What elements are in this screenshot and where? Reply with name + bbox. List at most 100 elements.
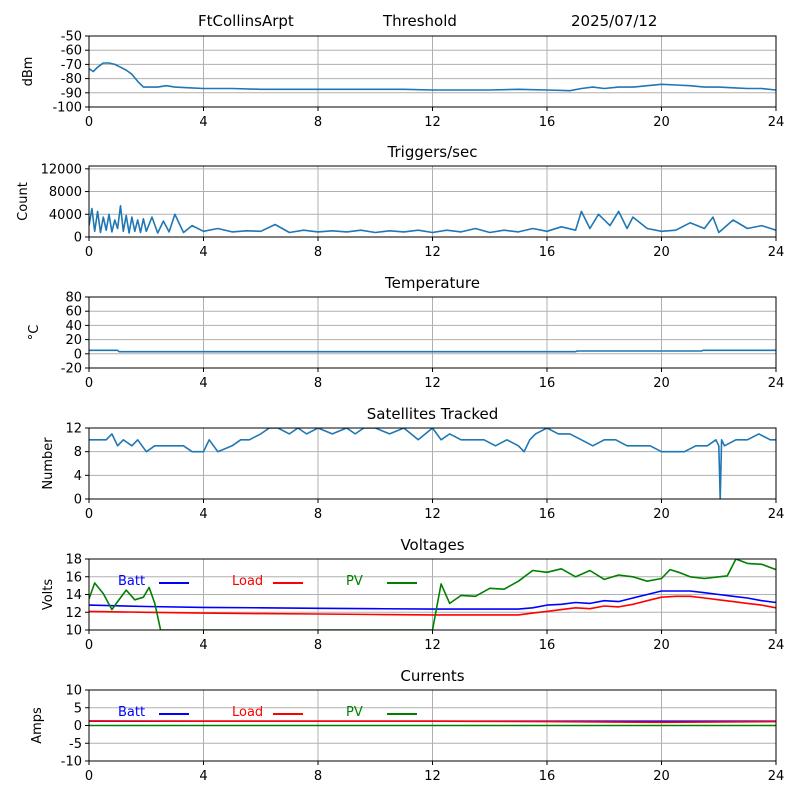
temperature-ytick-label: 40 bbox=[65, 319, 82, 334]
triggers-ylabel: Count bbox=[16, 182, 31, 221]
voltages-xtick-label: 12 bbox=[424, 638, 441, 653]
voltages-chart-title: Voltages bbox=[400, 536, 464, 554]
currents-xtick-label: 24 bbox=[768, 769, 785, 784]
voltages-xtick-label: 20 bbox=[653, 638, 670, 653]
triggers-ytick-label: 0 bbox=[74, 231, 82, 246]
temperature-ylabel: °C bbox=[27, 325, 42, 341]
satellites-xtick-label: 4 bbox=[199, 507, 207, 522]
threshold-ytick-label: -70 bbox=[61, 58, 82, 73]
satellites-xtick-label: 12 bbox=[424, 507, 441, 522]
currents-xtick-label: 12 bbox=[424, 769, 441, 784]
threshold-ytick-label: -90 bbox=[61, 86, 82, 101]
currents-series-load-line bbox=[89, 720, 776, 724]
threshold-ytick-label: -80 bbox=[61, 72, 82, 87]
currents-ytick-label: 10 bbox=[65, 684, 82, 699]
triggers-xtick-label: 16 bbox=[539, 245, 556, 260]
temperature-ytick-label: 60 bbox=[65, 305, 82, 320]
satellites-xtick-label: 20 bbox=[653, 507, 670, 522]
voltages-legend-label-batt: Batt bbox=[118, 574, 145, 589]
threshold-ytick-label: -100 bbox=[52, 101, 82, 116]
threshold-xtick-label: 16 bbox=[539, 115, 556, 130]
voltages-xtick-label: 8 bbox=[314, 638, 322, 653]
temperature-ytick-label: 80 bbox=[65, 291, 82, 306]
voltages-xtick-label: 16 bbox=[539, 638, 556, 653]
temperature-xtick-label: 12 bbox=[424, 376, 441, 391]
threshold-xtick-label: 8 bbox=[314, 115, 322, 130]
currents-xtick-label: 4 bbox=[199, 769, 207, 784]
triggers-ytick-label: 8000 bbox=[49, 185, 82, 200]
currents-legend-label-pv: PV bbox=[346, 705, 363, 720]
voltages-series-load-line bbox=[89, 595, 776, 616]
triggers-xtick-label: 24 bbox=[768, 245, 785, 260]
voltages-ytick-label: 18 bbox=[65, 553, 82, 568]
satellites-ytick-label: 12 bbox=[65, 422, 82, 437]
voltages-ytick-label: 16 bbox=[65, 570, 82, 585]
satellites-xtick-label: 0 bbox=[85, 507, 93, 522]
currents-ytick-label: -10 bbox=[61, 755, 82, 770]
currents-ylabel: Amps bbox=[30, 707, 45, 744]
temperature-ytick-label: 20 bbox=[65, 333, 82, 348]
triggers-xtick-label: 8 bbox=[314, 245, 322, 260]
triggers-xtick-label: 12 bbox=[424, 245, 441, 260]
temperature-xtick-label: 8 bbox=[314, 376, 322, 391]
threshold-xtick-label: 12 bbox=[424, 115, 441, 130]
satellites-xtick-label: 16 bbox=[539, 507, 556, 522]
triggers-series-0-line bbox=[89, 205, 776, 234]
voltages-ytick-label: 10 bbox=[65, 624, 82, 639]
temperature-xtick-label: 0 bbox=[85, 376, 93, 391]
currents-xtick-label: 8 bbox=[314, 769, 322, 784]
voltages-series-pv-line bbox=[89, 559, 776, 630]
currents-ytick-label: -5 bbox=[69, 737, 82, 752]
voltages-legend-label-load: Load bbox=[232, 574, 263, 589]
temperature-xtick-label: 20 bbox=[653, 376, 670, 391]
triggers-xtick-label: 4 bbox=[199, 245, 207, 260]
triggers-ytick-label: 12000 bbox=[41, 162, 82, 177]
threshold-xtick-label: 20 bbox=[653, 115, 670, 130]
voltages-ytick-label: 14 bbox=[65, 588, 82, 603]
voltages-series-batt-line bbox=[89, 590, 776, 610]
temperature-chart-title: Temperature bbox=[384, 274, 480, 292]
voltages-xtick-label: 24 bbox=[768, 638, 785, 653]
satellites-xtick-label: 8 bbox=[314, 507, 322, 522]
threshold-xtick-label: 24 bbox=[768, 115, 785, 130]
satellites-ytick-label: 8 bbox=[74, 445, 82, 460]
temperature-series-0-line bbox=[89, 349, 776, 353]
temperature-ytick-label: -20 bbox=[61, 362, 82, 377]
currents-xtick-label: 0 bbox=[85, 769, 93, 784]
satellites-ytick-label: 4 bbox=[74, 469, 82, 484]
threshold-ylabel: dBm bbox=[21, 57, 36, 87]
satellites-xtick-label: 24 bbox=[768, 507, 785, 522]
currents-chart-title: Currents bbox=[400, 667, 464, 685]
currents-legend-label-load: Load bbox=[232, 705, 263, 720]
threshold-ytick-label: -60 bbox=[61, 44, 82, 59]
triggers-xtick-label: 20 bbox=[653, 245, 670, 260]
triggers-ytick-label: 4000 bbox=[49, 208, 82, 223]
satellites-chart-title: Satellites Tracked bbox=[367, 405, 498, 423]
satellites-series-0-line bbox=[89, 428, 776, 499]
currents-legend-label-batt: Batt bbox=[118, 705, 145, 720]
temperature-xtick-label: 24 bbox=[768, 376, 785, 391]
threshold-ytick-label: -50 bbox=[61, 30, 82, 45]
temperature-ytick-label: 0 bbox=[74, 347, 82, 362]
voltages-ylabel: Volts bbox=[41, 579, 56, 611]
currents-ytick-label: 0 bbox=[74, 719, 82, 734]
voltages-ytick-label: 12 bbox=[65, 606, 82, 621]
temperature-xtick-label: 4 bbox=[199, 376, 207, 391]
satellites-ytick-label: 0 bbox=[74, 493, 82, 508]
threshold-xtick-label: 0 bbox=[85, 115, 93, 130]
threshold-series-0-line bbox=[89, 62, 776, 92]
date-label: 2025/07/12 bbox=[571, 12, 658, 30]
voltages-xtick-label: 0 bbox=[85, 638, 93, 653]
currents-ytick-label: 5 bbox=[74, 701, 82, 716]
temperature-xtick-label: 16 bbox=[539, 376, 556, 391]
triggers-chart-title: Triggers/sec bbox=[387, 143, 478, 161]
mode-label: Threshold bbox=[383, 12, 457, 30]
voltages-legend-label-pv: PV bbox=[346, 574, 363, 589]
currents-xtick-label: 20 bbox=[653, 769, 670, 784]
currents-xtick-label: 16 bbox=[539, 769, 556, 784]
voltages-xtick-label: 4 bbox=[199, 638, 207, 653]
triggers-xtick-label: 0 bbox=[85, 245, 93, 260]
station-name: FtCollinsArpt bbox=[198, 12, 294, 30]
satellites-ylabel: Number bbox=[41, 437, 56, 490]
